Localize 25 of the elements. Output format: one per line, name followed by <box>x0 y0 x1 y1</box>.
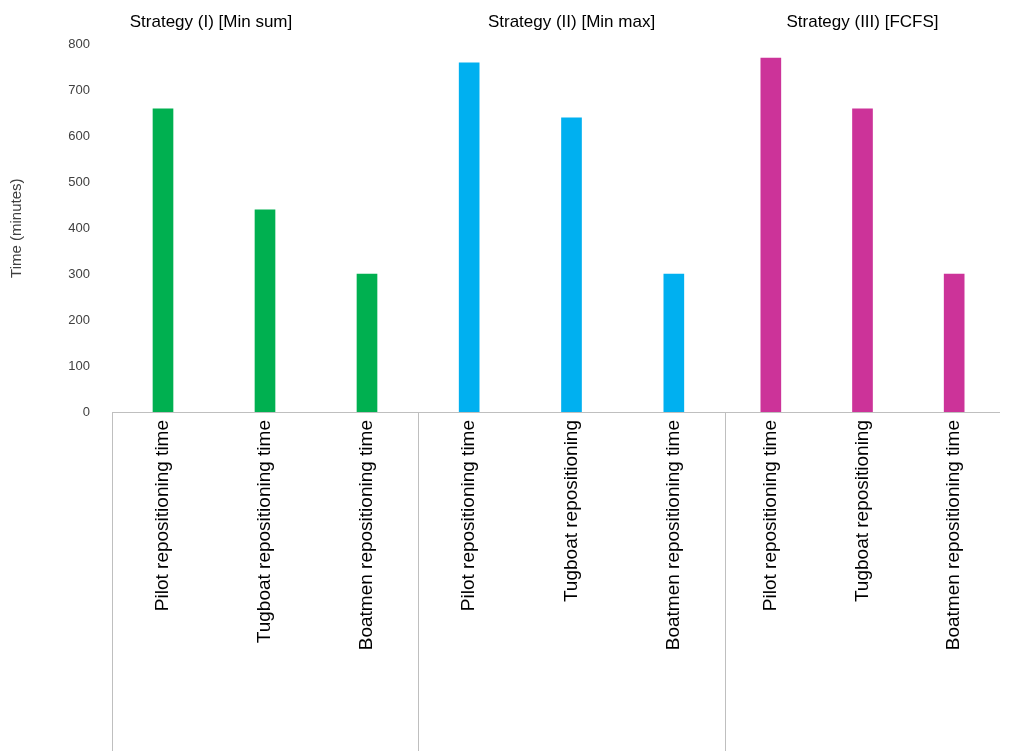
x-tick-label: Boatmen repositioning time <box>942 420 964 651</box>
x-tick-label: Tugboat repositioning <box>559 420 581 603</box>
bar <box>152 108 174 412</box>
bar <box>254 209 276 412</box>
y-tick-label: 600 <box>68 127 90 143</box>
x-tick-label: Boatmen repositioning time <box>662 420 684 651</box>
chart-title: Strategy (I) [Min sum] <box>129 11 293 31</box>
chart-title: Strategy (III) [FCFS] <box>786 11 939 31</box>
chart-title: Strategy (II) [Min max] <box>487 11 656 31</box>
x-tick-label: Tugboat repositioning time <box>253 420 275 644</box>
bar <box>356 273 378 412</box>
y-tick-label: 400 <box>68 219 90 235</box>
y-tick-label: 700 <box>68 81 90 97</box>
y-tick-label: 200 <box>68 311 90 327</box>
x-tick-label: Pilot repositioning time <box>457 420 479 612</box>
y-tick-label: 500 <box>68 173 90 189</box>
y-tick-label: 300 <box>68 265 90 281</box>
y-tick-label: 0 <box>82 403 90 419</box>
y-tick-label: 800 <box>68 35 90 51</box>
x-tick-label: Pilot repositioning time <box>759 420 781 612</box>
x-tick-label: Pilot repositioning time <box>151 420 173 612</box>
y-axis-title: Time (minutes) <box>7 178 25 278</box>
x-tick-label: Boatmen repositioning time <box>355 420 377 651</box>
y-tick-label: 100 <box>68 357 90 373</box>
x-tick-label: Tugboat repositioning <box>850 420 872 603</box>
